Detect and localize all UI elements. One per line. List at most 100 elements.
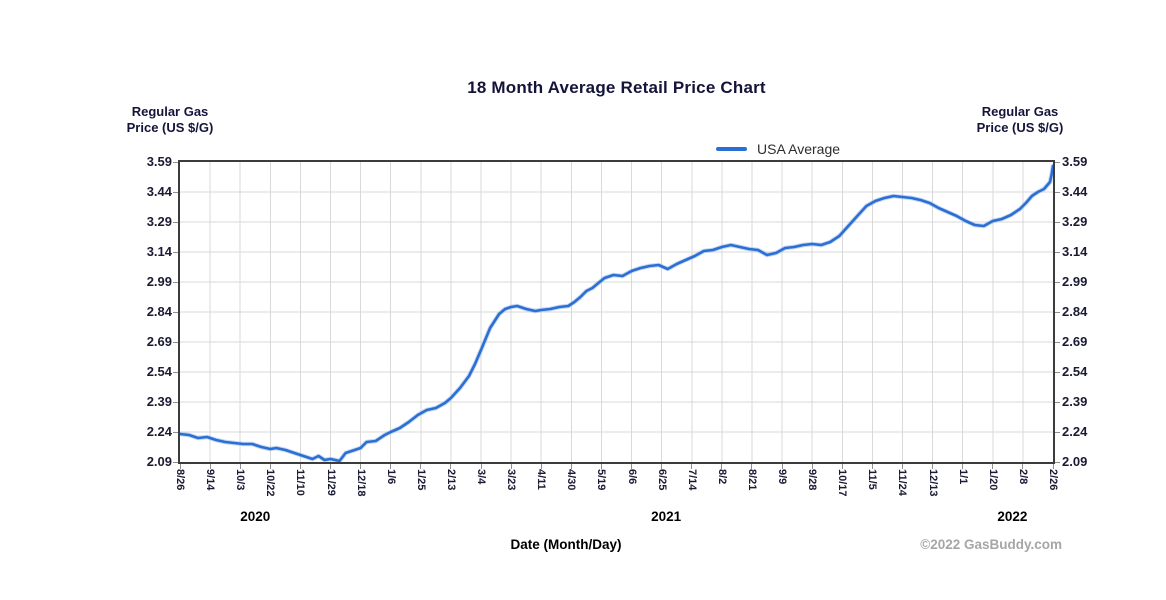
y-tick-label-right: 3.44 (1062, 184, 1088, 199)
x-tick-label: 8/2 (715, 469, 728, 485)
x-tick-label: 6/6 (625, 469, 638, 485)
x-tick-label: 11/5 (866, 469, 879, 490)
x-tick-label: 8/26 (174, 469, 186, 491)
y-tick-mark-left (173, 161, 178, 163)
usa-average-line (180, 164, 1053, 462)
y-tick-label-right: 3.59 (1062, 154, 1088, 169)
x-tick-label: 9/9 (776, 469, 789, 485)
x-tick-mark (811, 464, 813, 469)
y-tick-mark-left (173, 461, 178, 463)
y-tick-label-left: 2.09 (146, 454, 172, 469)
y-tick-mark-right (1055, 431, 1060, 433)
year-label-2022: 2022 (997, 509, 1028, 524)
x-tick-mark (841, 464, 843, 469)
y-tick-mark-right (1055, 401, 1060, 403)
x-tick-mark (781, 464, 783, 469)
y-tick-label-right: 2.99 (1062, 274, 1088, 289)
x-tick-mark (269, 464, 271, 469)
x-tick-label: 3/4 (475, 469, 488, 485)
left-axis-title-line1: Regular Gas (131, 104, 209, 119)
x-tick-mark (751, 464, 753, 469)
x-tick-mark (209, 464, 211, 469)
x-tick-label: 1/20 (986, 469, 999, 491)
x-tick-mark (420, 464, 422, 469)
y-tick-mark-left (173, 281, 178, 283)
y-tick-label-right: 3.29 (1062, 214, 1088, 229)
x-tick-label: 11/24 (896, 469, 909, 496)
left-axis-title: Regular Gas Price (US $/G) (105, 104, 235, 136)
y-tick-label-left: 2.39 (146, 394, 172, 409)
y-tick-label-right: 2.24 (1062, 424, 1088, 439)
x-tick-label: 12/18 (354, 469, 367, 497)
y-tick-label-left: 2.84 (146, 304, 172, 319)
x-tick-mark (330, 464, 332, 469)
x-tick-mark (871, 464, 873, 469)
y-tick-label-left: 3.44 (146, 184, 172, 199)
y-tick-label-left: 2.54 (146, 364, 172, 379)
year-label-2021: 2021 (651, 509, 682, 524)
x-tick-label: 10/17 (836, 469, 849, 497)
y-tick-label-right: 2.84 (1062, 304, 1088, 319)
y-tick-label-right: 2.09 (1062, 454, 1088, 469)
x-tick-label: 11/10 (294, 469, 307, 496)
legend-label: USA Average (757, 141, 841, 157)
chart-title: 18 Month Average Retail Price Chart (467, 78, 766, 97)
x-tick-label: 4/30 (565, 469, 578, 491)
x-tick-mark (721, 464, 723, 469)
x-tick-label: 4/11 (535, 469, 548, 490)
y-tick-label-left: 3.14 (146, 244, 172, 259)
y-tick-mark-left (173, 221, 178, 223)
year-label-2020: 2020 (240, 509, 271, 524)
y-tick-label-right: 3.14 (1062, 244, 1088, 259)
right-axis-title-line1: Regular Gas (981, 104, 1059, 119)
x-tick-mark (360, 464, 362, 469)
x-tick-label: 9/14 (204, 469, 217, 491)
y-tick-mark-right (1055, 251, 1060, 253)
y-tick-mark-left (173, 371, 178, 373)
x-tick-label: 1/1 (956, 469, 969, 485)
x-tick-mark (901, 464, 903, 469)
x-tick-mark (510, 464, 512, 469)
y-tick-mark-right (1055, 371, 1060, 373)
x-tick-label: 1/6 (384, 469, 397, 485)
y-tick-label-left: 2.24 (146, 424, 172, 439)
y-tick-mark-left (173, 251, 178, 253)
x-tick-label: 9/28 (806, 469, 819, 491)
x-tick-mark (179, 464, 181, 469)
x-tick-mark (480, 464, 482, 469)
y-tick-mark-right (1055, 311, 1060, 313)
x-tick-label: 11/29 (324, 469, 337, 496)
x-tick-label: 8/21 (745, 469, 758, 491)
y-tick-label-left: 2.69 (146, 334, 172, 349)
x-tick-mark (661, 464, 663, 469)
x-axis-title: Date (Month/Day) (510, 537, 622, 552)
x-tick-mark (299, 464, 301, 469)
usa-average-line-halo (180, 163, 1053, 462)
y-tick-label-right: 2.69 (1062, 334, 1088, 349)
x-tick-label: 1/25 (414, 469, 427, 491)
y-tick-label-left: 3.29 (146, 214, 172, 229)
x-tick-mark (1052, 464, 1054, 469)
x-tick-mark (1022, 464, 1024, 469)
left-axis-title-line2: Price (US $/G) (126, 120, 214, 135)
x-tick-label: 10/22 (264, 469, 277, 497)
x-tick-mark (962, 464, 964, 469)
legend: USA Average (716, 140, 840, 158)
legend-line-swatch (716, 147, 747, 151)
x-tick-mark (932, 464, 934, 469)
x-tick-mark (450, 464, 452, 469)
x-tick-mark (390, 464, 392, 469)
y-tick-label-right: 2.39 (1062, 394, 1088, 409)
y-tick-mark-left (173, 401, 178, 403)
copyright-text: ©2022 GasBuddy.com (920, 537, 1062, 552)
y-tick-label-right: 2.54 (1062, 364, 1088, 379)
x-tick-mark (992, 464, 994, 469)
x-tick-label: 3/23 (505, 469, 518, 491)
x-tick-label: 5/19 (595, 469, 608, 491)
y-tick-mark-left (173, 341, 178, 343)
x-tick-mark (540, 464, 542, 469)
plot-area (178, 160, 1055, 464)
y-tick-mark-right (1055, 221, 1060, 223)
x-tick-label: 2/26 (1047, 469, 1059, 491)
